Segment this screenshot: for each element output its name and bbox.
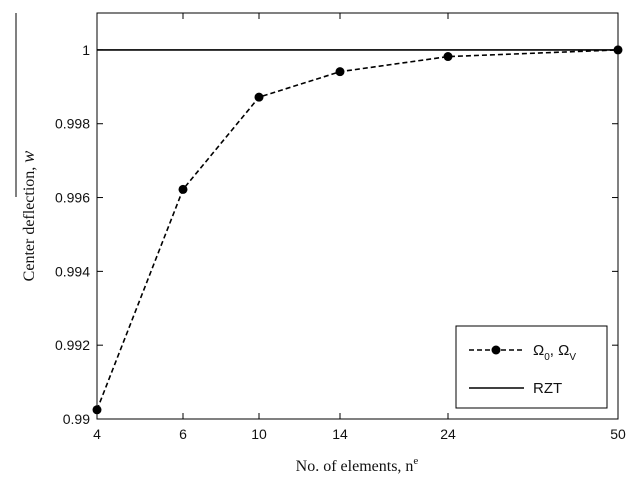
y-tick-label-4: 0.998 <box>55 116 90 132</box>
x-axis-label-superscript: e <box>413 455 418 467</box>
y-axis-label: Center deflection, w <box>18 151 38 282</box>
legend-label-series-1-sub-1: 0 <box>544 352 550 363</box>
x-axis-label: No. of elements, ne <box>296 455 419 475</box>
legend-label-series-1: Ω0, ΩV <box>533 342 576 363</box>
x-tick-label-3: 14 <box>332 426 348 442</box>
series-1-point-0 <box>92 405 102 415</box>
y-axis-label-group: Center deflection, w <box>18 151 38 282</box>
x-axis-label-text: No. of elements, n <box>296 458 414 475</box>
y-axis-label-text: Center deflection, <box>21 163 38 282</box>
series-1-point-3 <box>335 67 345 77</box>
series-lines <box>96 49 619 411</box>
legend-box <box>455 325 608 409</box>
y-tick-label-2: 0.994 <box>55 263 90 279</box>
y-tick-label-3: 0.996 <box>55 190 90 206</box>
legend-label-series-1-part-2: , Ω <box>550 342 570 359</box>
y-tick-label-1: 0.992 <box>55 337 90 353</box>
series-points <box>92 45 623 415</box>
x-axis-ticks: 4 6 10 14 24 50 <box>93 13 626 442</box>
legend-marker-series-1 <box>491 345 501 355</box>
legend-label-series-1-part-1: Ω <box>533 342 544 359</box>
y-tick-label-0: 0.99 <box>63 411 90 427</box>
series-1-point-4 <box>443 52 453 62</box>
series-1-point-2 <box>254 92 264 102</box>
x-tick-label-2: 10 <box>251 426 267 442</box>
x-tick-label-4: 24 <box>440 426 456 442</box>
series-1-point-5 <box>613 45 623 55</box>
legend-label-series-1-sub-2: V <box>569 352 576 363</box>
legend: Ω0, ΩV RZT <box>455 325 608 409</box>
y-tick-label-5: 1 <box>82 42 90 58</box>
x-tick-label-5: 50 <box>610 426 626 442</box>
y-axis-label-symbol: w <box>18 151 38 163</box>
series-1-point-1 <box>178 184 188 194</box>
x-tick-label-0: 4 <box>93 426 101 442</box>
series-line-1 <box>96 49 619 411</box>
legend-label-series-2: RZT <box>533 380 562 397</box>
x-tick-label-1: 6 <box>179 426 187 442</box>
